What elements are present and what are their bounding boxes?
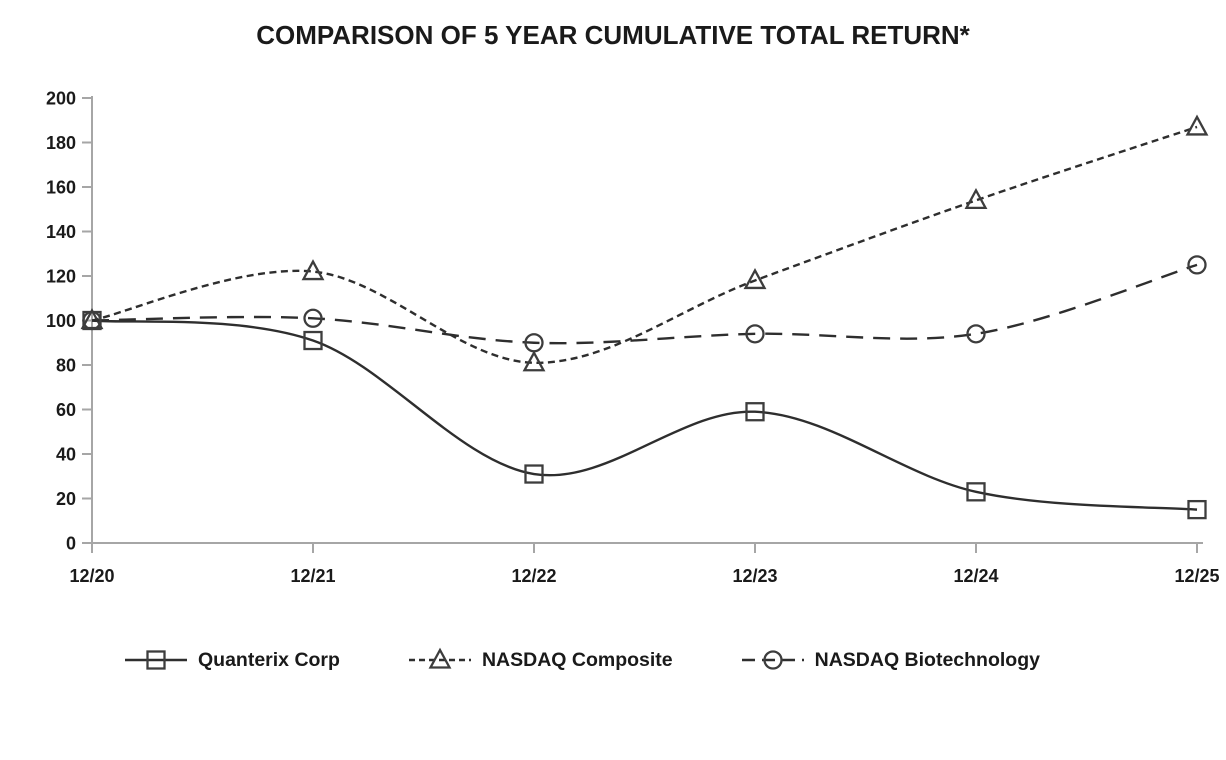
data-point-nasdaq-composite-12-21 (301, 259, 325, 281)
x-tick-label: 12/24 (953, 566, 998, 586)
data-point-nasdaq-biotechnology-12-21 (303, 308, 323, 328)
legend-item-nasdaq-biotechnology: NASDAQ Biotechnology (741, 646, 1040, 674)
legend-label-quanterix-corp: Quanterix Corp (198, 648, 340, 671)
legend-item-quanterix-corp: Quanterix Corp (124, 646, 340, 674)
legend-sample-nasdaq-composite (408, 647, 471, 669)
y-tick-label: 180 (46, 133, 76, 153)
chart-plot-area: 0 20 40 60 80 100 120 140 160 180 200 12/20 12/21 12/… (46, 89, 1220, 587)
x-tick-label: 12/25 (1174, 566, 1219, 586)
y-tick-label: 40 (56, 445, 76, 465)
x-tick-label: 12/23 (732, 566, 777, 586)
data-point-nasdaq-biotechnology-12-24 (966, 324, 986, 344)
data-point-quanterix-corp-12-25 (1187, 499, 1207, 520)
series-line-nasdaq-biotechnology (91, 263, 1198, 345)
series-line-nasdaq-composite (91, 125, 1198, 364)
y-tick-label: 60 (56, 400, 76, 420)
legend-marker-square-icon (146, 650, 166, 670)
data-point-nasdaq-biotechnology-12-20 (82, 310, 102, 331)
x-tick-label: 12/20 (69, 566, 114, 586)
data-point-quanterix-corp-12-22 (524, 464, 544, 484)
data-point-nasdaq-composite-12-23 (743, 268, 767, 290)
y-tick-label: 160 (46, 178, 76, 198)
chart-title: COMPARISON OF 5 YEAR CUMULATIVE TOTAL RE… (256, 20, 970, 50)
y-tick-label: 20 (56, 489, 76, 509)
x-tick-label: 12/21 (290, 566, 335, 586)
x-tick-label: 12/22 (511, 566, 556, 586)
y-tick-label: 140 (46, 222, 76, 242)
legend-label-nasdaq-composite: NASDAQ Composite (481, 648, 673, 671)
y-tick-label: 120 (46, 267, 76, 287)
data-point-quanterix-corp-12-23 (745, 402, 765, 422)
data-point-nasdaq-composite-12-22 (522, 350, 546, 372)
legend-item-nasdaq-composite: NASDAQ Composite (408, 646, 673, 674)
y-tick-label: 100 (46, 311, 76, 331)
data-point-nasdaq-composite-12-25 (1185, 114, 1209, 136)
y-tick-label: 80 (56, 356, 76, 376)
data-point-nasdaq-composite-12-24 (964, 187, 988, 209)
legend-sample-nasdaq-biotechnology (741, 650, 804, 670)
legend-marker-triangle-icon (428, 647, 452, 669)
y-tick-label: 0 (66, 534, 76, 554)
legend-marker-circle-icon (762, 650, 783, 670)
series-line-quanterix-corp (91, 319, 1198, 511)
legend-label-nasdaq-biotechnology: NASDAQ Biotechnology (814, 648, 1040, 671)
data-point-nasdaq-biotechnology-12-23 (745, 324, 765, 344)
data-point-nasdaq-biotechnology-12-25 (1187, 255, 1207, 275)
data-point-quanterix-corp-12-21 (303, 330, 323, 351)
legend-sample-quanterix-corp (125, 650, 187, 670)
chart-legend: Quanterix Corp NASDAQ Composite NASDAQ B… (124, 646, 1040, 674)
y-tick-label: 200 (46, 89, 76, 109)
data-point-nasdaq-biotechnology-12-22 (524, 333, 544, 353)
data-point-quanterix-corp-12-24 (966, 482, 986, 502)
